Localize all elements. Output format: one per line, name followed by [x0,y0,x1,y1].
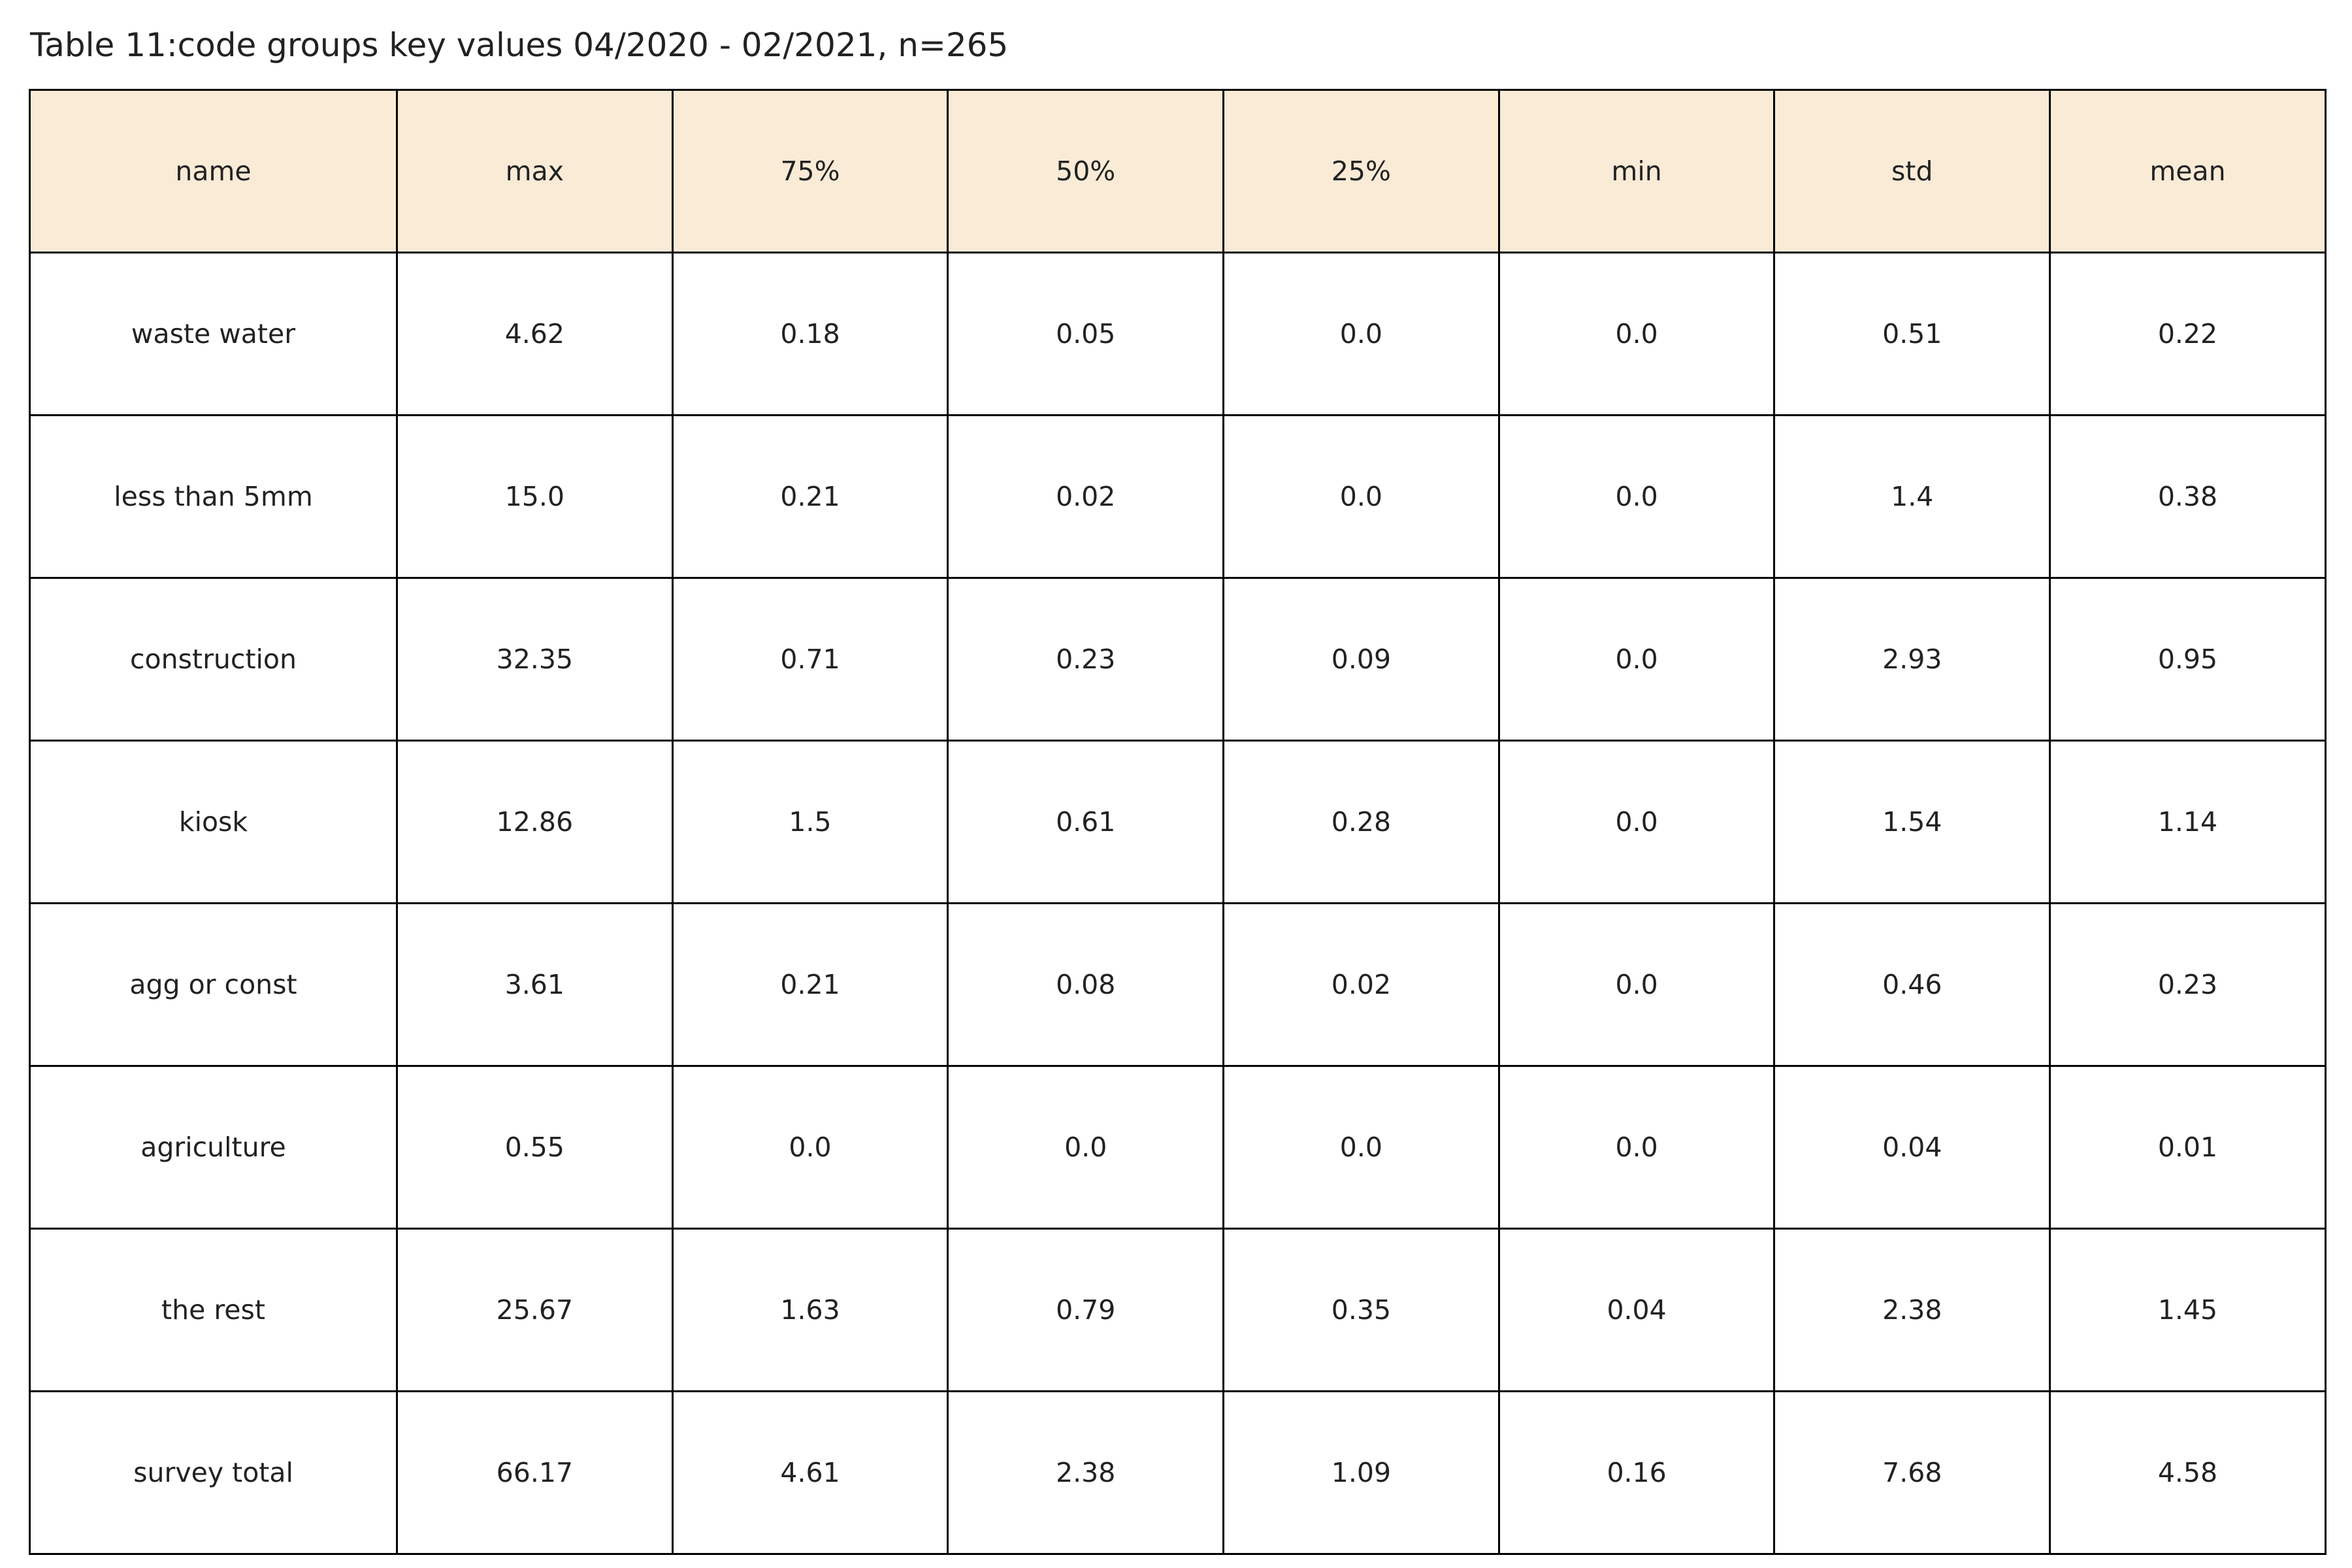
value-cell: 0.0 [1497,1065,1776,1230]
table-row: the rest 25.67 1.63 0.79 0.35 0.04 2.38 1.45 [29,1228,2327,1392]
row-name-cell: less than 5mm [29,414,398,579]
value-cell: 2.93 [1773,577,2051,742]
column-header: mean [2049,89,2327,253]
value-cell: 4.61 [671,1390,949,1555]
value-cell: 0.0 [1497,902,1776,1067]
value-cell: 3.61 [396,902,674,1067]
value-cell: 0.02 [947,414,1225,579]
table-title: Table 11:code groups key values 04/2020 … [30,26,1009,64]
value-cell: 4.62 [396,252,674,416]
value-cell: 0.05 [947,252,1225,416]
value-cell: 7.68 [1773,1390,2051,1555]
value-cell: 1.45 [2049,1228,2327,1392]
value-cell: 0.0 [1222,1065,1500,1230]
table-row: agg or const 3.61 0.21 0.08 0.02 0.0 0.46 0.23 [29,902,2327,1067]
value-cell: 0.35 [1222,1228,1500,1392]
value-cell: 2.38 [1773,1228,2051,1392]
row-name-cell: survey total [29,1390,398,1555]
value-cell: 32.35 [396,577,674,742]
value-cell: 0.09 [1222,577,1500,742]
value-cell: 0.0 [1497,577,1776,742]
value-cell: 0.22 [2049,252,2327,416]
column-header: 50% [947,89,1225,253]
row-name-cell: the rest [29,1228,398,1392]
value-cell: 1.14 [2049,740,2327,904]
value-cell: 0.46 [1773,902,2051,1067]
table-row: kiosk 12.86 1.5 0.61 0.28 0.0 1.54 1.14 [29,740,2327,904]
value-cell: 0.55 [396,1065,674,1230]
key-values-table: name max 75% 50% 25% min std mean waste water 4.… [29,89,2327,1555]
table-row: agriculture 0.55 0.0 0.0 0.0 0.0 0.04 0.01 [29,1065,2327,1230]
value-cell: 15.0 [396,414,674,579]
value-cell: 0.21 [671,902,949,1067]
table-body: waste water 4.62 0.18 0.05 0.0 0.0 0.51 0.22 les… [29,252,2327,1555]
value-cell: 0.18 [671,252,949,416]
header-row: name max 75% 50% 25% min std mean [29,89,2327,253]
value-cell: 0.16 [1497,1390,1776,1555]
value-cell: 0.21 [671,414,949,579]
column-header: 75% [671,89,949,253]
column-header: 25% [1222,89,1500,253]
value-cell: 0.51 [1773,252,2051,416]
value-cell: 0.71 [671,577,949,742]
value-cell: 0.23 [947,577,1225,742]
value-cell: 4.58 [2049,1390,2327,1555]
value-cell: 0.38 [2049,414,2327,579]
value-cell: 25.67 [396,1228,674,1392]
table-row: waste water 4.62 0.18 0.05 0.0 0.0 0.51 0.22 [29,252,2327,416]
value-cell: 1.54 [1773,740,2051,904]
table-row: construction 32.35 0.71 0.23 0.09 0.0 2.93 0.95 [29,577,2327,742]
table-header: name max 75% 50% 25% min std mean [29,89,2327,253]
value-cell: 0.0 [1497,252,1776,416]
value-cell: 66.17 [396,1390,674,1555]
value-cell: 0.0 [1497,414,1776,579]
value-cell: 0.0 [1222,414,1500,579]
value-cell: 1.09 [1222,1390,1500,1555]
value-cell: 0.02 [1222,902,1500,1067]
table-row: survey total 66.17 4.61 2.38 1.09 0.16 7.68 4.5… [29,1390,2327,1555]
value-cell: 0.61 [947,740,1225,904]
value-cell: 0.0 [1222,252,1500,416]
row-name-cell: kiosk [29,740,398,904]
value-cell: 1.5 [671,740,949,904]
column-header: min [1497,89,1776,253]
value-cell: 0.95 [2049,577,2327,742]
table-row: less than 5mm 15.0 0.21 0.02 0.0 0.0 1.4 0.38 [29,414,2327,579]
row-name-cell: agg or const [29,902,398,1067]
value-cell: 0.28 [1222,740,1500,904]
row-name-cell: waste water [29,252,398,416]
value-cell: 0.23 [2049,902,2327,1067]
value-cell: 2.38 [947,1390,1225,1555]
table-container: name max 75% 50% 25% min std mean waste water 4.… [29,89,2327,1555]
value-cell: 0.0 [671,1065,949,1230]
value-cell: 12.86 [396,740,674,904]
column-header: name [29,89,398,253]
row-name-cell: construction [29,577,398,742]
value-cell: 0.01 [2049,1065,2327,1230]
value-cell: 1.4 [1773,414,2051,579]
value-cell: 0.0 [1497,740,1776,904]
value-cell: 1.63 [671,1228,949,1392]
value-cell: 0.04 [1497,1228,1776,1392]
row-name-cell: agriculture [29,1065,398,1230]
column-header: max [396,89,674,253]
value-cell: 0.0 [947,1065,1225,1230]
column-header: std [1773,89,2051,253]
value-cell: 0.04 [1773,1065,2051,1230]
value-cell: 0.79 [947,1228,1225,1392]
value-cell: 0.08 [947,902,1225,1067]
